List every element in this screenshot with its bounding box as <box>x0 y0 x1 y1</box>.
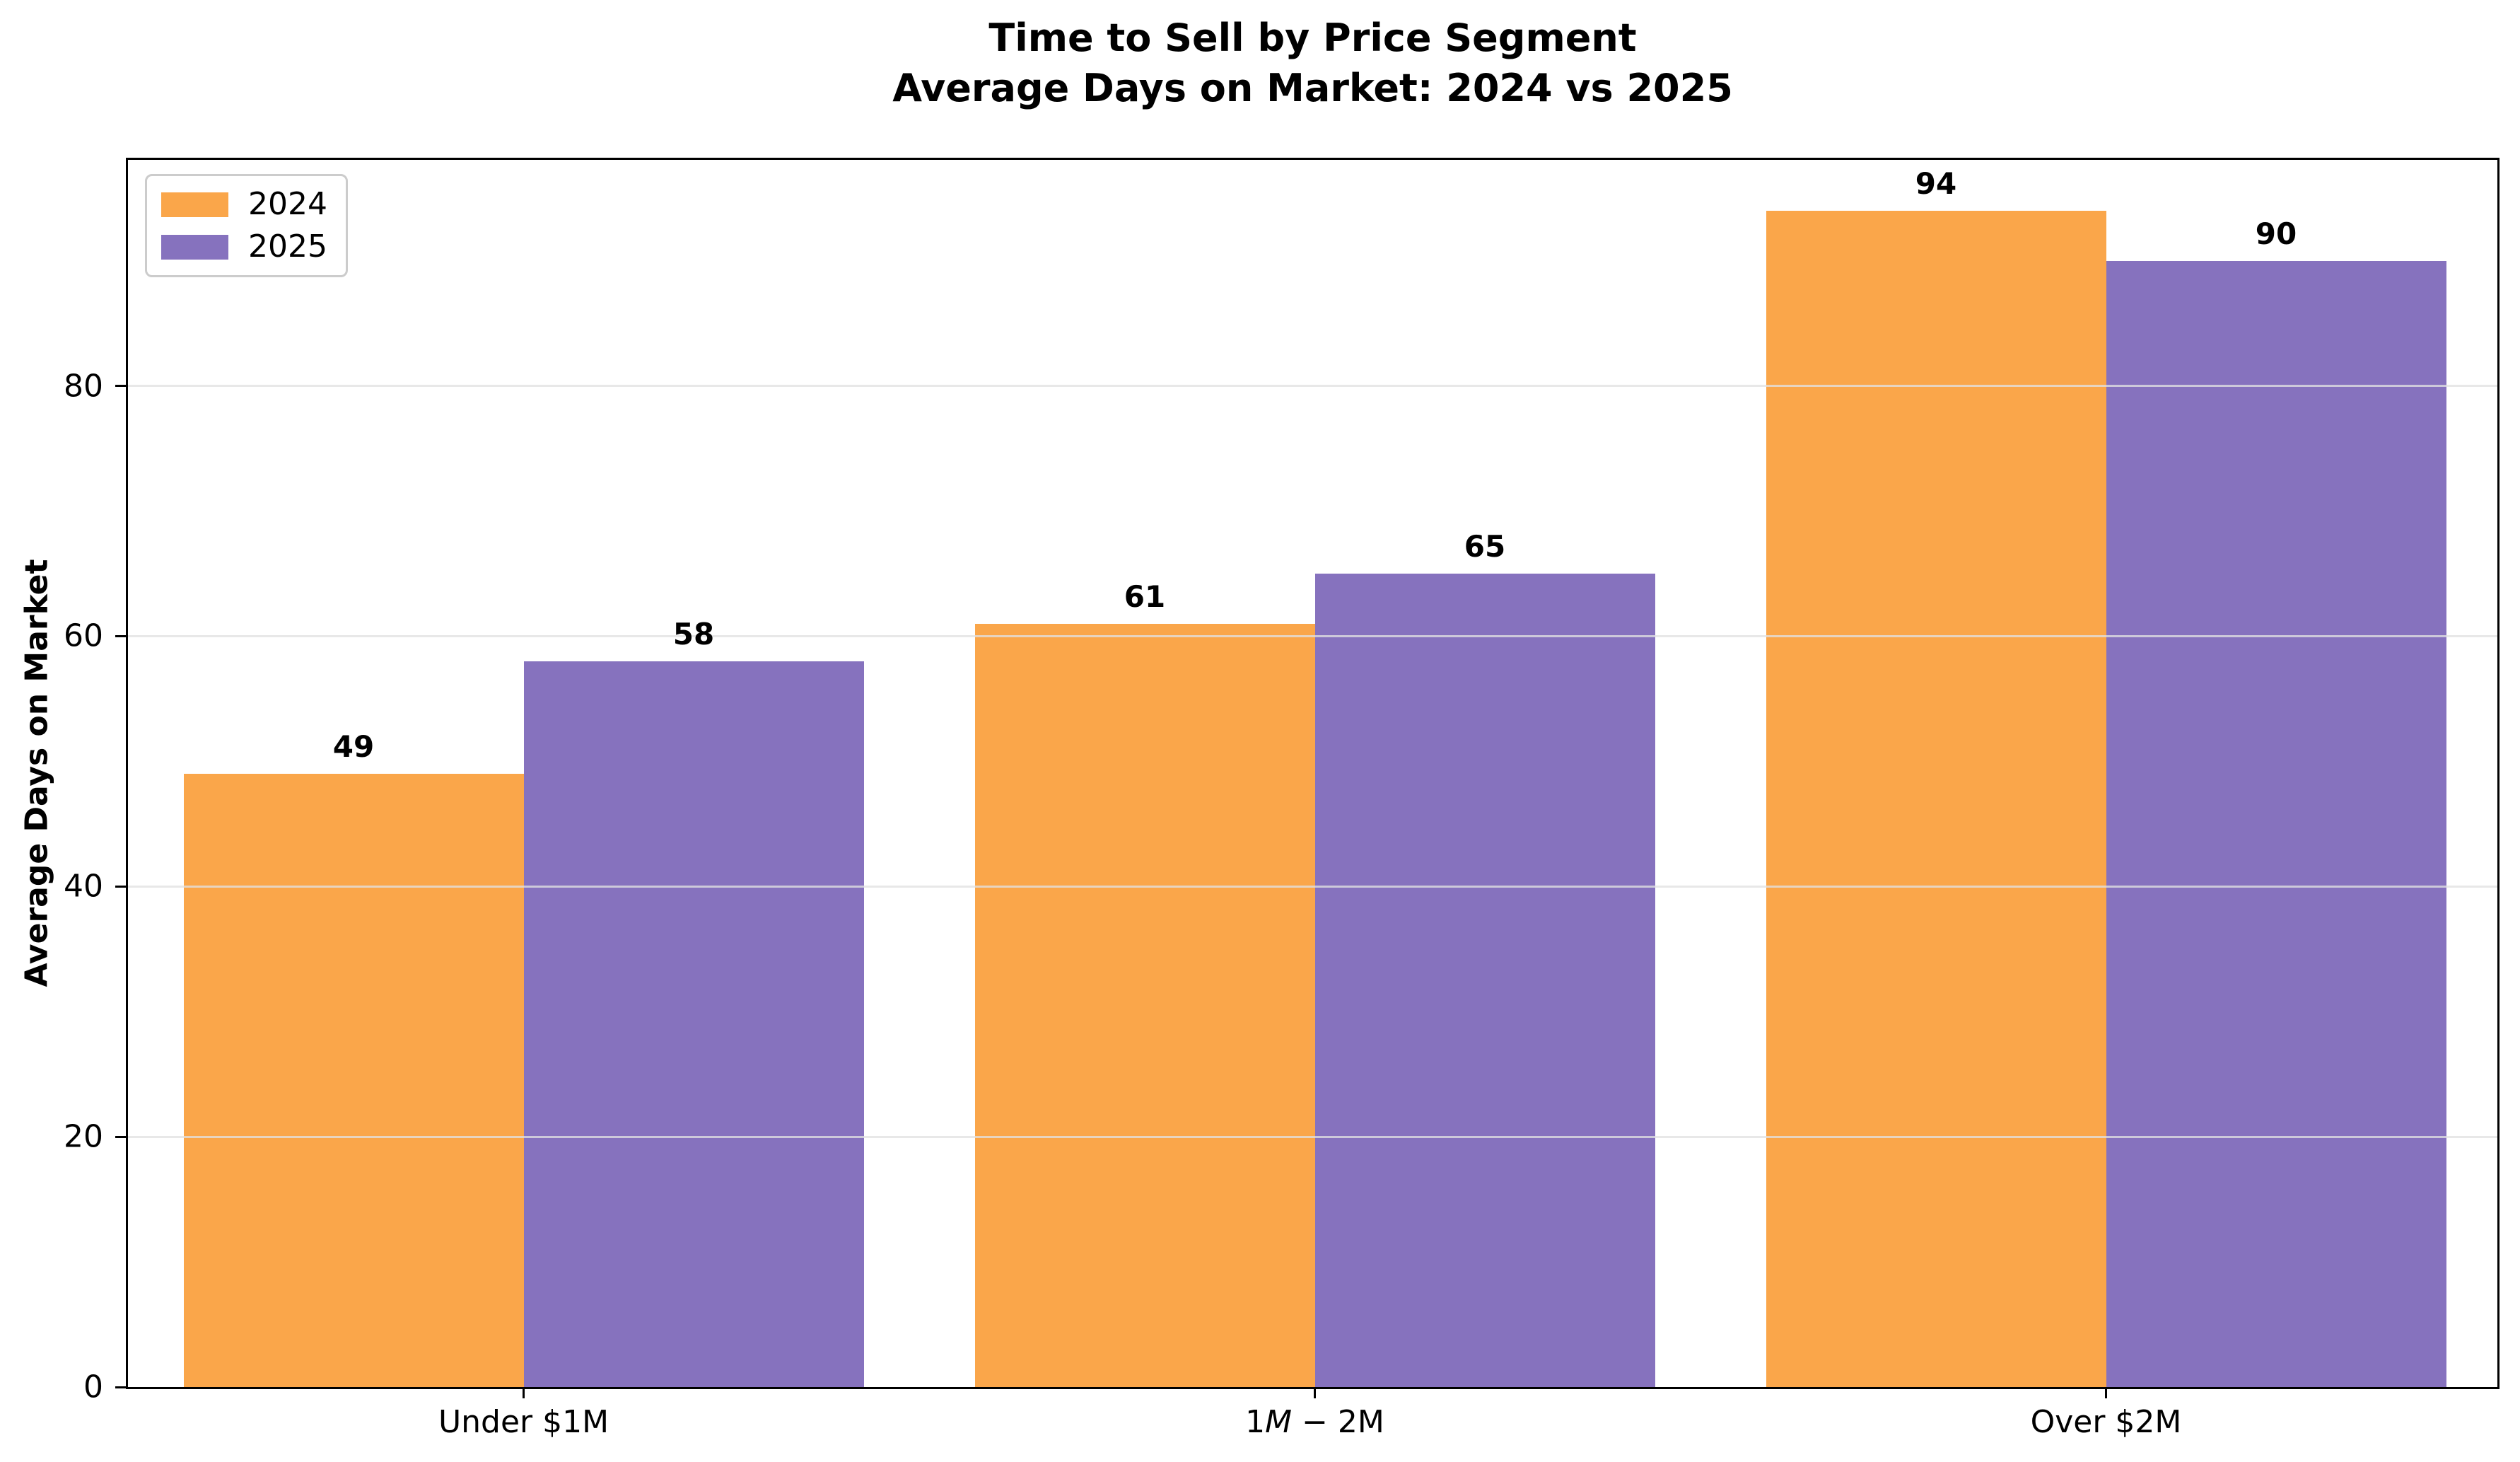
y-tick-mark-20 <box>115 1135 128 1138</box>
gridline-y-60 <box>128 634 2497 637</box>
bar-2024-under-1m <box>183 774 524 1387</box>
y-tick-mark-40 <box>115 885 128 888</box>
bar-value-label: 94 <box>1915 166 1957 201</box>
y-tick-label-80: 80 <box>64 368 103 405</box>
legend-label-2024: 2024 <box>248 186 327 222</box>
bar-2025-under-1m <box>523 661 864 1387</box>
gridline-y-80 <box>128 385 2497 388</box>
x-tick-mark-2 <box>2105 1387 2107 1398</box>
y-tick-label-0: 0 <box>83 1369 103 1405</box>
x-tick-mark-0 <box>523 1387 525 1398</box>
bar-2024-over-2m <box>1766 210 2106 1387</box>
legend-swatch-2024 <box>161 192 228 217</box>
chart-title: Time to Sell by Price Segment Average Da… <box>126 13 2499 114</box>
chart-title-line1: Time to Sell by Price Segment <box>988 16 1637 60</box>
y-tick-mark-80 <box>115 385 128 388</box>
y-tick-mark-0 <box>115 1386 128 1388</box>
x-tick-mark-1 <box>1314 1387 1316 1398</box>
bar-value-label: 90 <box>2255 216 2297 251</box>
chart-title-line2: Average Days on Market: 2024 vs 2025 <box>892 66 1733 111</box>
y-tick-label-20: 20 <box>64 1118 103 1155</box>
bar-value-label: 49 <box>332 729 375 765</box>
x-tick-label-1: 1M − 2M <box>1245 1404 1384 1440</box>
y-tick-mark-60 <box>115 634 128 637</box>
y-tick-label-60: 60 <box>64 617 103 654</box>
plot-area: 2024 2025 0 20 40 60 80 49 61 94 58 65 90 Under $1M… <box>64 158 2499 1440</box>
legend: 2024 2025 <box>145 174 348 277</box>
legend-item-2025: 2025 <box>161 231 327 262</box>
x-tick-label-2: Over $2M <box>2030 1404 2182 1440</box>
bar-2025-1m-2m <box>1314 573 1655 1387</box>
legend-label-2025: 2025 <box>248 228 327 265</box>
legend-swatch-2025 <box>161 234 228 260</box>
bar-value-label: 65 <box>1464 528 1506 564</box>
legend-item-2024: 2024 <box>161 189 327 220</box>
bar-2025-over-2m <box>2106 260 2446 1387</box>
bar-value-label: 61 <box>1124 579 1166 614</box>
y-tick-label-40: 40 <box>64 868 103 905</box>
x-tick-label-0: Under $1M <box>438 1404 609 1440</box>
bar-value-label: 58 <box>672 616 715 651</box>
gridline-y-20 <box>128 1135 2497 1138</box>
gridline-y-40 <box>128 885 2497 888</box>
bar-2024-1m-2m <box>974 623 1315 1387</box>
